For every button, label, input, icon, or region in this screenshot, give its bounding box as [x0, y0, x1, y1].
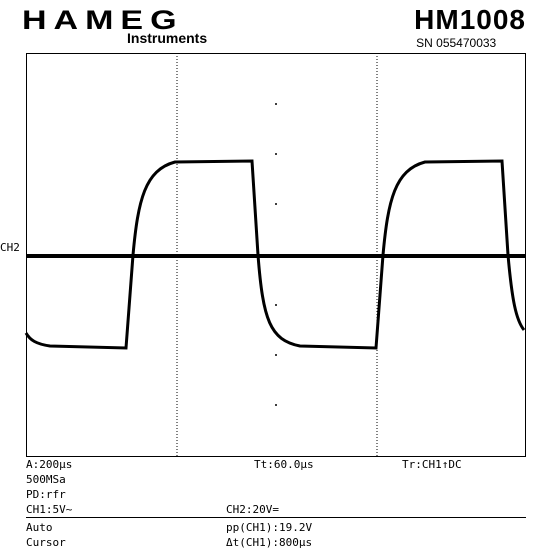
brand-logo-block: HAMEG	[22, 4, 184, 38]
ch2-setting-readout: CH2:20V=	[226, 503, 279, 516]
dt-measurement: Δt(CH1):800µs	[226, 536, 313, 549]
brand-subtitle: Instruments	[127, 30, 208, 46]
ch1-trace	[24, 159, 526, 350]
trigger-readout: Tr:CH1↑DC	[402, 458, 462, 471]
ch1-setting-readout: CH1:5V~	[26, 503, 73, 516]
mode-readout: PD:rfr	[26, 488, 66, 501]
ch2-ground-marker: CH2	[0, 241, 20, 254]
model-block: HM1008 SN 055470033	[414, 4, 526, 50]
timebase-readout: A:200µs	[26, 458, 73, 471]
sample-rate-readout: 500MSa	[26, 473, 66, 486]
screen-frame	[26, 53, 526, 457]
grid-center-dots	[275, 103, 277, 406]
auto-softkey[interactable]: Auto	[26, 521, 53, 534]
trigger-time-readout: Tt:60.0µs	[254, 458, 314, 471]
cursor-softkey[interactable]: Cursor	[26, 536, 66, 549]
model-name: HM1008	[414, 4, 526, 35]
serial-number: SN 055470033	[416, 36, 497, 50]
readout-divider	[26, 517, 526, 518]
pp-measurement: pp(CH1):19.2V	[226, 521, 313, 534]
brand-logo: HAMEG	[22, 4, 184, 36]
